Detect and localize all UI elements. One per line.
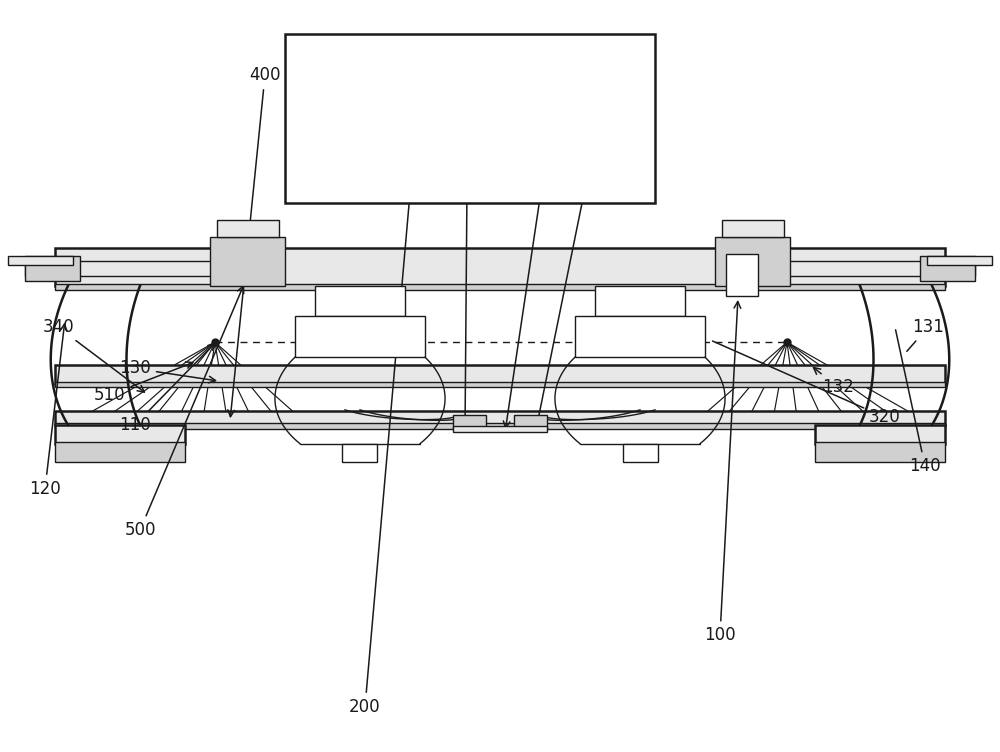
Bar (514, 415, 547, 429)
Text: 300: 300 (534, 66, 624, 430)
Bar (920, 256, 975, 281)
Bar (55, 365, 945, 384)
Text: 340: 340 (42, 318, 144, 392)
Bar (210, 237, 285, 286)
Bar (55, 248, 945, 286)
Bar (722, 220, 784, 237)
Bar (8, 256, 73, 265)
Bar (55, 411, 945, 425)
Bar (927, 256, 992, 265)
Text: 310: 310 (452, 55, 484, 428)
Text: 140: 140 (896, 330, 941, 475)
Bar (55, 284, 945, 290)
Bar (622, 444, 658, 462)
Text: 400: 400 (228, 66, 281, 417)
Text: 500: 500 (124, 286, 244, 539)
Bar (55, 423, 945, 429)
Text: 200: 200 (349, 83, 422, 716)
Bar (595, 286, 685, 316)
Bar (217, 220, 279, 237)
Bar (25, 256, 80, 281)
Bar (453, 426, 547, 432)
Bar (715, 237, 790, 286)
Bar (315, 286, 405, 316)
Text: 510: 510 (94, 362, 193, 404)
Text: 131: 131 (907, 318, 944, 351)
Bar (815, 442, 945, 462)
Text: 330: 330 (503, 55, 576, 428)
Bar (815, 425, 945, 444)
Text: 320: 320 (713, 341, 901, 426)
Bar (575, 316, 705, 357)
Text: 120: 120 (29, 324, 67, 498)
Bar (55, 442, 185, 462)
Text: 132: 132 (813, 368, 854, 396)
Text: 110: 110 (119, 343, 215, 434)
Bar (55, 382, 945, 387)
Bar (295, 316, 425, 357)
Bar (285, 34, 655, 203)
Bar (25, 261, 215, 276)
Bar (726, 254, 758, 296)
Bar (342, 444, 377, 462)
Text: 130: 130 (119, 359, 216, 383)
Bar (55, 425, 185, 444)
Bar (785, 261, 975, 276)
Bar (453, 415, 486, 429)
Text: 100: 100 (704, 302, 741, 644)
